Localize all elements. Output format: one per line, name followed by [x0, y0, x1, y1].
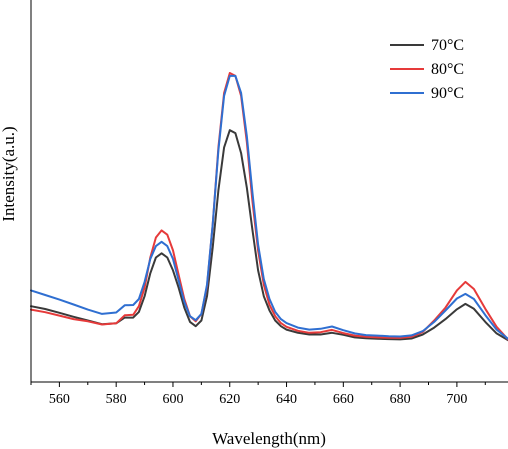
- x-tick-label: 660: [333, 392, 354, 407]
- x-tick-label: 580: [106, 392, 127, 407]
- x-ticks: 560 580 600 620 640 660 680 700: [30, 382, 486, 407]
- series-line-3: [30, 74, 508, 340]
- x-tick-label: 680: [390, 392, 411, 407]
- legend-label: 90°C: [431, 85, 464, 102]
- legend-label: 70°C: [431, 37, 464, 54]
- legend-label: 80°C: [431, 61, 464, 78]
- y-axis-label: Intensity(a.u.): [0, 126, 18, 221]
- x-axis-label: Wavelength(nm): [212, 429, 326, 448]
- x-tick-label: 640: [276, 392, 297, 407]
- x-tick-label: 560: [49, 392, 70, 407]
- series-lines: [30, 72, 508, 342]
- series-line-1: [30, 129, 508, 342]
- x-tick-label: 600: [162, 392, 183, 407]
- legend: 70°C 80°C 90°C: [390, 37, 464, 102]
- x-tick-label: 700: [446, 392, 467, 407]
- x-tick-label: 620: [219, 392, 240, 407]
